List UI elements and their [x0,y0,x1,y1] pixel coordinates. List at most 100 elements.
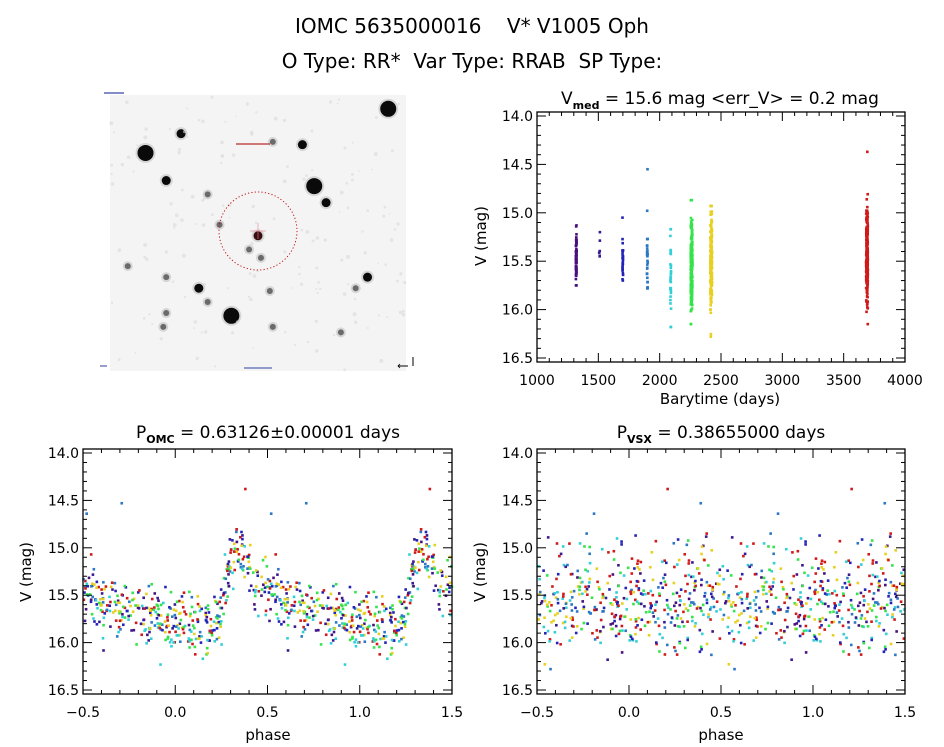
omc-point [260,588,264,591]
lightcurve-point [709,213,712,217]
vsx-point [860,614,864,617]
vsx-point [693,588,696,592]
vsx-point [765,600,769,603]
omc-point [333,611,337,615]
vsx-point [543,662,547,666]
omc-point [143,607,146,610]
vsx-point [857,624,861,627]
omc-point [170,638,173,641]
omc-point [207,611,211,614]
omc-point [302,625,305,629]
vsx-point [818,626,822,629]
vsx-point [569,616,573,620]
omc-point [143,629,146,633]
omc-point [430,567,434,570]
vsx-point [615,537,619,540]
vsx-point [831,633,835,637]
omc-point [119,628,122,631]
omc-point [392,611,395,614]
vsx-point [546,629,550,633]
x-tick-label: 1.5 [894,705,916,721]
lightcurve-point [709,237,712,240]
omc-point [263,590,267,594]
lightcurve-point [709,271,712,274]
omc-point [360,600,363,604]
sky-noise [340,258,344,262]
vsx-point [613,615,617,618]
omc-point [156,596,159,600]
vsx-point [658,594,661,597]
omc-point [436,571,440,574]
field-star [194,283,204,293]
omc-point [285,592,288,595]
sky-noise [126,155,131,160]
omc-point [372,646,376,649]
omc-point [208,639,211,642]
lightcurve-point [866,205,869,209]
vsx-point [620,624,624,628]
omc-point [131,610,135,614]
omc-point [254,569,258,572]
vsx-point [776,512,780,515]
omc-point [147,639,151,642]
lightcurve-point [669,280,672,284]
vsx-point [606,581,610,585]
vsx-point [851,606,854,610]
vsx-point [637,602,641,605]
vsx-point [611,573,615,576]
omc-point [157,599,160,602]
vsx-point [675,591,679,595]
vsx-point [754,603,757,606]
sky-noise [396,222,400,226]
vsx-point [746,592,749,596]
vsx-point [869,543,873,547]
omc-point [175,600,179,604]
vsx-point [762,542,766,545]
omc-point [91,595,94,599]
sky-noise [345,254,350,259]
vsx-point [801,563,804,567]
omc-point [412,560,415,563]
vsx-point [671,592,675,596]
omc-point [142,596,145,600]
omc-point [384,607,388,611]
y-tick-label: 14.5 [502,157,533,173]
sky-noise [214,365,217,368]
vsx-point [568,542,571,545]
vsx-point [714,582,718,586]
omc-point [244,487,247,491]
omc-point [89,553,93,556]
omc-point [190,595,194,599]
vsx-point [578,592,581,596]
sky-noise [343,368,347,372]
omc-point [184,612,188,616]
vsx-point [687,562,691,565]
omc-point [275,582,279,586]
lightcurve-point [575,241,578,245]
sky-noise [174,213,179,218]
sky-noise [351,141,354,144]
omc-point [308,584,311,588]
vsx-point [754,609,758,612]
vsx-point [622,574,626,577]
vsx-point [878,584,881,588]
omc-point [439,585,443,588]
vsx-point [688,604,692,607]
lightcurve-point [710,234,713,238]
vsx-point [797,619,800,623]
vsx-point [832,610,835,614]
lightcurve-point [669,298,672,302]
omc-point [226,569,229,573]
sky-noise [353,320,358,324]
vsx-point [748,602,752,606]
vsx-point [707,564,710,567]
sky-noise [283,250,287,254]
vsx-point [678,594,681,598]
vsx-point [618,617,622,621]
omc-point [375,619,379,622]
vsx-point [570,596,574,599]
lightcurve-point [669,277,673,280]
omc-point [211,629,214,632]
vsx-point [896,597,899,600]
lightcurve-ylabel: V (mag) [472,206,490,266]
